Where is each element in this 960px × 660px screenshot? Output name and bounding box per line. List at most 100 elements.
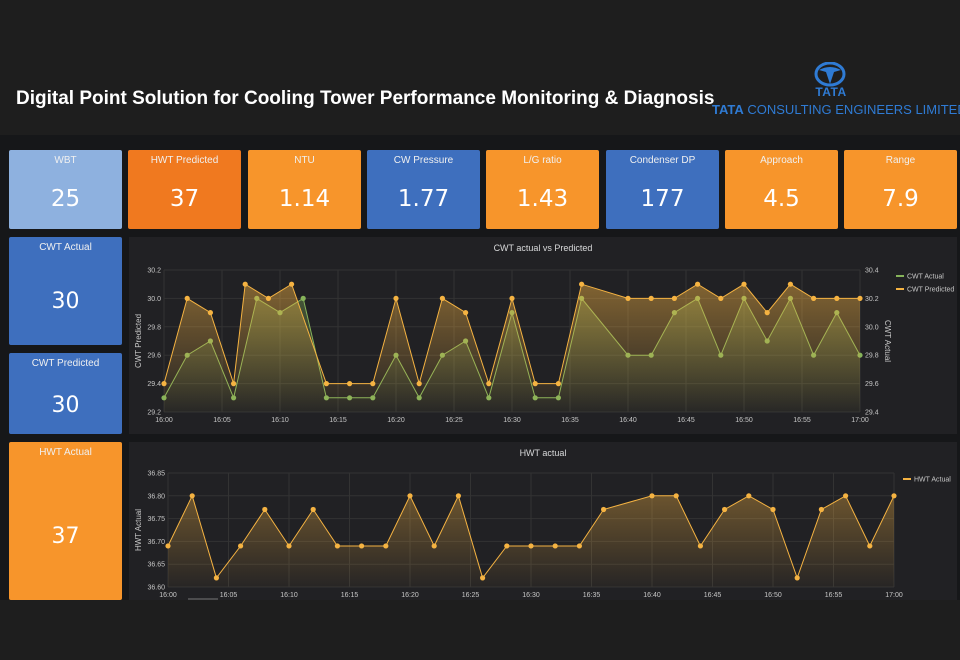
data-point [579,281,585,287]
tile-label: WBT [54,155,77,166]
data-point [718,295,724,301]
data-point [300,295,306,301]
x-tick-label: 16:30 [522,592,540,599]
data-point [310,506,316,513]
tile-condenser-dp[interactable]: Condenser DP 177 [606,150,719,229]
tile-value: 7.9 [882,186,919,212]
logo-company-rest: CONSULTING ENGINEERS LIMITED [743,102,960,117]
data-point [794,575,800,581]
y-tick-label-left: 29.8 [147,324,161,331]
data-point [746,493,752,499]
tile-value: 37 [169,186,200,212]
tile-hwt-predicted[interactable]: HWT Predicted 37 [128,150,241,229]
x-tick-label: 16:55 [825,592,843,599]
x-tick-label: 16:00 [159,592,177,599]
series-area [168,495,894,587]
data-point [334,543,340,549]
tile-hwt-actual[interactable]: HWT Actual 37 [9,442,122,600]
y-tick-label: 36.65 [147,562,165,569]
data-point [857,295,863,301]
data-point [697,543,704,549]
data-point [184,295,190,301]
tile-value: 1.77 [397,186,450,212]
data-point [764,310,770,316]
tile-approach[interactable]: Approach 4.5 [725,150,838,229]
x-tick-label: 16:35 [561,417,579,424]
tile-value: 37 [51,524,80,549]
tile-cwt-actual[interactable]: CWT Actual 30 [9,237,122,345]
x-tick-label: 16:15 [341,592,359,599]
x-tick-label: 16:40 [643,592,661,599]
data-point [722,506,728,513]
tile-cw-pressure[interactable]: CW Pressure 1.77 [367,150,480,229]
data-point [207,310,213,316]
x-tick-label: 16:15 [329,417,347,424]
chart-title: CWT actual vs Predicted [493,243,593,253]
x-tick-label: 16:25 [462,592,480,599]
data-point [161,381,167,387]
data-point [347,381,353,387]
y-tick-label: 36.60 [147,585,165,592]
x-tick-label: 16:30 [503,417,521,424]
page-title: Digital Point Solution for Cooling Tower… [16,88,715,109]
cwt-chart-panel[interactable]: CWT actual vs Predicted 29.2 29.4 29.6 29.8… [129,237,957,434]
data-point [695,281,701,287]
logo-company-name: TATA CONSULTING ENGINEERS LIMITED [712,102,960,117]
tile-ntu[interactable]: NTU 1.14 [248,150,361,229]
y-tick-label-right: 29.8 [865,353,879,360]
data-point [383,543,389,549]
tile-label: CWT Actual [39,242,92,253]
tile-lg-ratio[interactable]: L/G ratio 1.43 [486,150,599,229]
data-point [480,575,486,581]
data-point [231,381,237,387]
hwt-chart: 36.60 36.65 36.70 36.75 36.80 36.85 16:00 16:05… [134,471,951,600]
tile-label: CWT Predicted [31,358,100,369]
series-line [163,283,860,386]
tile-value: 4.5 [763,186,800,212]
data-point [289,281,295,287]
tile-label: Approach [760,155,803,166]
data-point [323,381,329,387]
data-point [439,295,445,301]
data-point [649,493,655,499]
legend-label: CWT Predicted [907,287,954,294]
tile-range[interactable]: Range 7.9 [844,150,957,229]
tile-value: 25 [50,186,81,212]
x-tick-label: 16:50 [764,592,782,599]
tile-label: L/G ratio [523,155,562,166]
tile-label: Range [885,155,916,166]
data-point [265,295,271,301]
y-tick-label-right: 30.2 [865,296,879,303]
data-point [238,543,244,549]
y-tick-label-right: 30.0 [865,324,879,331]
data-point [416,381,422,387]
data-point [532,381,538,387]
x-tick-label: 16:55 [793,417,811,424]
data-point [770,506,776,513]
x-tick-label: 17:00 [851,417,869,424]
tile-cwt-predicted[interactable]: CWT Predicted 30 [9,353,122,434]
tile-value: 1.43 [516,186,569,212]
data-point [576,543,582,549]
data-point [601,506,607,513]
data-point [407,493,413,499]
tile-wbt[interactable]: WBT 25 [9,150,122,229]
x-tick-label: 16:20 [401,592,419,599]
data-point [834,295,840,301]
data-point [242,281,248,287]
tile-value: 177 [640,186,685,212]
y-tick-label: 36.80 [147,493,165,500]
company-logo: TATA TATA CONSULTING ENGINEERS LIMITED [712,62,960,122]
data-point [213,575,219,581]
data-point [648,295,654,301]
y-tick-label: 36.75 [147,516,165,523]
data-point [359,543,365,549]
hwt-chart-panel[interactable]: HWT actual 36.60 36.65 36.70 36.75 36.80 36.8… [129,442,957,600]
data-point [671,295,678,301]
cwt-chart: 29.2 29.4 29.6 29.8 30.0 30.2 29.4 29.6 29.8 30.0… [134,268,954,425]
data-point [189,493,195,499]
data-point [262,506,268,513]
data-point [818,506,825,513]
data-point [552,543,558,549]
data-point [843,493,849,499]
